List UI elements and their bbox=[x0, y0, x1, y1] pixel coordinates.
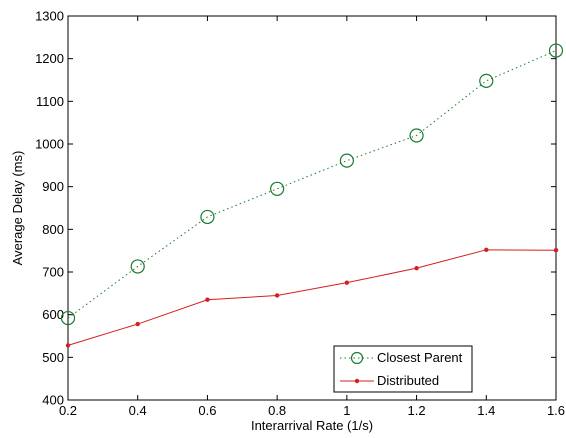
data-point-distributed bbox=[205, 297, 210, 302]
legend-marker-distributed bbox=[354, 378, 360, 384]
data-point-distributed bbox=[414, 265, 419, 271]
y-tick-label: 700 bbox=[42, 265, 64, 280]
data-point-closest-parent bbox=[479, 73, 494, 88]
data-point-distributed bbox=[484, 247, 489, 253]
data-point-distributed bbox=[65, 343, 71, 348]
plot-area bbox=[67, 15, 557, 401]
x-tick-labels: 0.2 0.4 0.6 0.8 1 1.2 1.4 1.6 bbox=[59, 403, 565, 418]
y-tick-label: 1300 bbox=[35, 9, 64, 24]
data-point-closest-parent bbox=[130, 259, 145, 274]
data-point-distributed bbox=[274, 293, 280, 298]
y-axis-title: Average Delay (ms) bbox=[10, 151, 25, 266]
data-point-closest-parent bbox=[270, 181, 285, 196]
legend: Closest Parent Distributed bbox=[333, 345, 473, 393]
y-tick-labels: 400 500 600 700 800 900 1000 1100 1200 1300 bbox=[35, 9, 64, 408]
x-tick-label: 0.2 bbox=[59, 403, 77, 418]
data-point-closest-parent bbox=[339, 153, 354, 168]
axis-ticks bbox=[67, 15, 557, 401]
x-tick-label: 0.6 bbox=[198, 403, 216, 418]
y-tick-label: 900 bbox=[42, 179, 64, 194]
y-tick-label: 800 bbox=[42, 222, 64, 237]
x-tick-label: 1.4 bbox=[477, 403, 495, 418]
x-tick-label: 1.6 bbox=[547, 403, 565, 418]
data-point-closest-parent bbox=[548, 43, 564, 58]
data-point-closest-parent bbox=[60, 310, 76, 326]
series-layer bbox=[60, 43, 564, 348]
x-tick-label: 0.4 bbox=[129, 403, 147, 418]
y-tick-label: 600 bbox=[42, 307, 64, 322]
x-tick-label: 1.2 bbox=[408, 403, 426, 418]
y-tick-label: 1000 bbox=[35, 137, 64, 152]
data-point-closest-parent bbox=[200, 209, 215, 225]
legend-box bbox=[333, 345, 473, 393]
data-point-distributed bbox=[344, 280, 350, 285]
legend-label-distributed: Distributed bbox=[377, 373, 439, 388]
y-tick-label: 1200 bbox=[35, 51, 64, 66]
x-tick-label: 1 bbox=[343, 403, 350, 418]
y-tick-label: 1100 bbox=[36, 94, 64, 109]
x-axis-title: Interarrival Rate (1/s) bbox=[251, 418, 373, 433]
data-point-distributed bbox=[553, 248, 559, 253]
series-line-distributed bbox=[67, 249, 557, 346]
data-point-distributed bbox=[135, 321, 140, 327]
x-tick-label: 0.8 bbox=[268, 403, 286, 418]
legend-marker-closest-parent bbox=[350, 351, 364, 365]
y-tick-label: 400 bbox=[42, 393, 64, 408]
data-point-closest-parent bbox=[409, 128, 424, 143]
y-tick-label: 500 bbox=[42, 350, 64, 365]
legend-label-closest-parent: Closest Parent bbox=[377, 350, 463, 365]
